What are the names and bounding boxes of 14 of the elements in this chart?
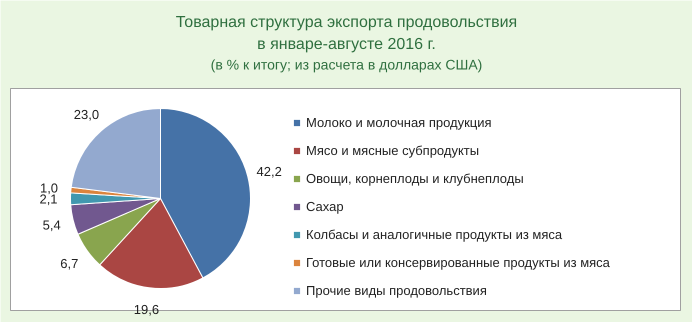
chart-subtitle: (в % к итогу; из расчета в долларах США) xyxy=(210,56,482,72)
legend-label: Готовые или консервированные продукты из мяса xyxy=(306,254,610,272)
legend-label: Молоко и молочная продукция xyxy=(306,114,492,132)
data-label: 23,0 xyxy=(74,106,100,122)
legend-label: Прочие виды продовольствия xyxy=(306,282,487,300)
chart-title: Товарная структура экспорта продовольствия в январе-августе 2016 г. xyxy=(176,14,518,53)
legend-label: Мясо и мясные субпродукты xyxy=(306,142,480,160)
legend-label: Сахар xyxy=(306,198,344,216)
data-label: 5,4 xyxy=(42,217,61,232)
data-label: 19,6 xyxy=(134,302,160,318)
legend-label: Колбасы и аналогичные продукты из мяса xyxy=(306,226,562,244)
data-label: 6,7 xyxy=(60,256,78,271)
legend-label: Овощи, корнеплоды и клубнеплоды xyxy=(306,170,524,188)
data-label: 42,2 xyxy=(256,164,282,179)
